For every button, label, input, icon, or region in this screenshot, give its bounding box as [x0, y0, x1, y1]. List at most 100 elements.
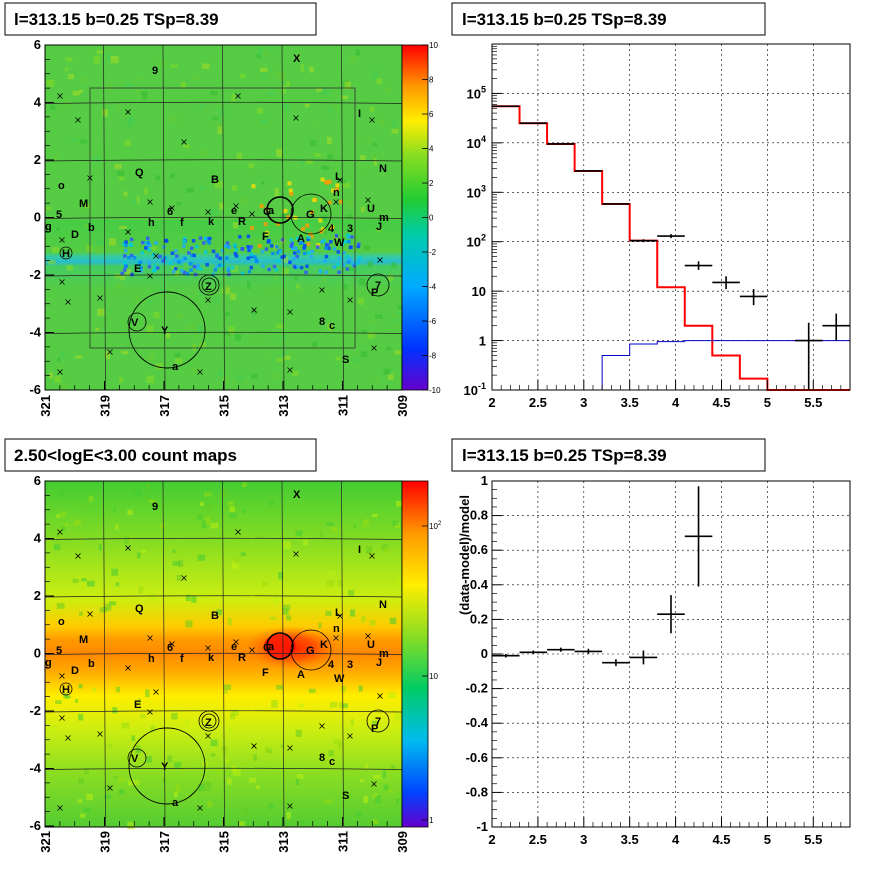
- map2-texture-pixel: [240, 552, 247, 557]
- map1-texture-pixel: [282, 103, 290, 111]
- map1-negative-pixel: [211, 272, 216, 277]
- map1-hot-pixel: [250, 225, 255, 230]
- map1-texture-pixel: [114, 273, 123, 279]
- map2-y-axis: 6 4 2 0 -2 -4 -6: [29, 473, 54, 833]
- map1-negative-pixel: [195, 266, 199, 270]
- map2-texture-pixel: [80, 813, 86, 818]
- map2-x-tick-label: 313: [276, 831, 291, 853]
- map1-texture-pixel: [274, 373, 281, 378]
- map2-source-cross: [87, 611, 93, 617]
- spec-y-tick-label: 10-1: [464, 381, 486, 398]
- map2-source-cross: [107, 785, 113, 791]
- map1-texture-pixel: [136, 196, 140, 204]
- map1-negative-pixel: [296, 249, 301, 254]
- map1-negative-pixel: [221, 264, 225, 268]
- spec-data-point: [519, 122, 548, 124]
- map1-hot-pixel: [321, 227, 326, 232]
- map2-texture-pixel: [48, 540, 52, 548]
- map1-texture-pixel: [147, 299, 153, 305]
- map1-negative-pixel: [358, 256, 362, 260]
- map1-texture-pixel: [260, 72, 267, 78]
- map2-texture-pixel: [176, 574, 182, 581]
- map1-negative-pixel: [175, 254, 179, 258]
- map1-negative-pixel: [310, 249, 314, 254]
- map2-source-cross: [147, 635, 153, 641]
- map1-texture-pixel: [46, 79, 55, 87]
- map2-texture-pixel: [342, 703, 348, 708]
- map1-texture-pixel: [288, 181, 296, 186]
- map1-texture-pixel: [361, 329, 367, 334]
- map1-source-label: e: [231, 205, 237, 217]
- map1-texture-pixel: [259, 67, 268, 72]
- map1-source-label: A: [297, 233, 305, 245]
- map2-texture-pixel: [222, 820, 231, 825]
- map2-texture-pixel: [210, 739, 218, 747]
- map2-source-label: Y: [161, 761, 169, 773]
- map2-palette-label: 102: [429, 521, 442, 531]
- map2-texture-pixel: [366, 819, 375, 826]
- map2-source-label: 3: [347, 659, 353, 671]
- map1-texture-pixel: [176, 201, 182, 206]
- map2-source-cross: [197, 805, 203, 811]
- map2-source-cross: [337, 613, 343, 619]
- map1-negative-pixel: [203, 250, 208, 254]
- map1-negative-pixel: [147, 265, 152, 269]
- map1-source-label: b: [88, 222, 95, 234]
- map2-texture-pixel: [86, 580, 95, 587]
- map1-source-circle-z-outer: [198, 274, 220, 296]
- map1-texture-pixel: [215, 181, 223, 189]
- resid-data-point: [492, 654, 520, 658]
- map2-texture-pixel: [361, 615, 366, 623]
- map1-negative-pixel: [154, 241, 158, 245]
- map1-negative-pixel: [208, 236, 212, 241]
- map1-texture-pixel: [193, 75, 200, 81]
- map2-source-label: n: [333, 623, 340, 635]
- map2-texture-pixel: [384, 546, 390, 554]
- map1-texture-pixel: [71, 138, 77, 142]
- map2-y-tick-label: 0: [34, 646, 41, 661]
- map1-negative-pixel: [303, 243, 307, 248]
- map1-texture-pixel: [383, 368, 391, 375]
- map1-source-label: a: [268, 205, 275, 217]
- map1-source-cross: [57, 369, 63, 375]
- panel-fractional-residuals: l=313.15 b=0.25 TSp=8.39 1 0.8 0.6 0.4 0.2 0 -…: [451, 438, 851, 847]
- map1-texture-pixel: [107, 84, 114, 90]
- map2-texture-pixel: [295, 530, 303, 537]
- map1-hot-pixel: [287, 181, 292, 186]
- map1-negative-pixel: [123, 254, 127, 258]
- map1-texture-pixel: [236, 375, 244, 382]
- map2-source-cross: [371, 781, 377, 787]
- map1-hot-pixel: [312, 198, 317, 202]
- map1-texture-pixel: [217, 126, 223, 134]
- map2-texture-pixel: [145, 689, 150, 698]
- map2-texture-pixel: [92, 687, 97, 693]
- map1-negative-pixel: [329, 240, 333, 244]
- map1-texture-pixel: [133, 90, 141, 94]
- map2-y-tick-label: -2: [29, 703, 41, 718]
- map2-source-label: a: [268, 641, 275, 653]
- map1-palette-label: 10: [429, 41, 438, 50]
- resid-data-points: [492, 486, 713, 667]
- map2-texture-pixel: [230, 709, 239, 716]
- map2-texture-pixel: [149, 594, 155, 602]
- spec-x-tick-label: 3.5: [621, 395, 639, 410]
- map1-source-label: 6: [167, 206, 173, 218]
- map1-texture-pixel: [146, 325, 154, 334]
- resid-x-tick-label: 3: [580, 832, 587, 847]
- resid-y-tick-label: 0: [481, 646, 488, 661]
- map2-texture-pixel: [297, 774, 304, 779]
- map2-texture-pixel: [386, 789, 394, 793]
- map2-palette-label: 10: [429, 672, 438, 681]
- spec-title: l=313.15 b=0.25 TSp=8.39: [462, 10, 667, 29]
- map2-source-cross: [169, 641, 175, 647]
- map2-texture-pixel: [324, 799, 333, 804]
- spec-data-point: [657, 234, 685, 239]
- map1-texture-pixel: [371, 71, 378, 80]
- map2-texture-pixel: [303, 539, 309, 546]
- map1-negative-pixel: [158, 254, 162, 259]
- map1-palette-label: -6: [429, 317, 437, 326]
- map1-source-label: 4: [328, 223, 335, 235]
